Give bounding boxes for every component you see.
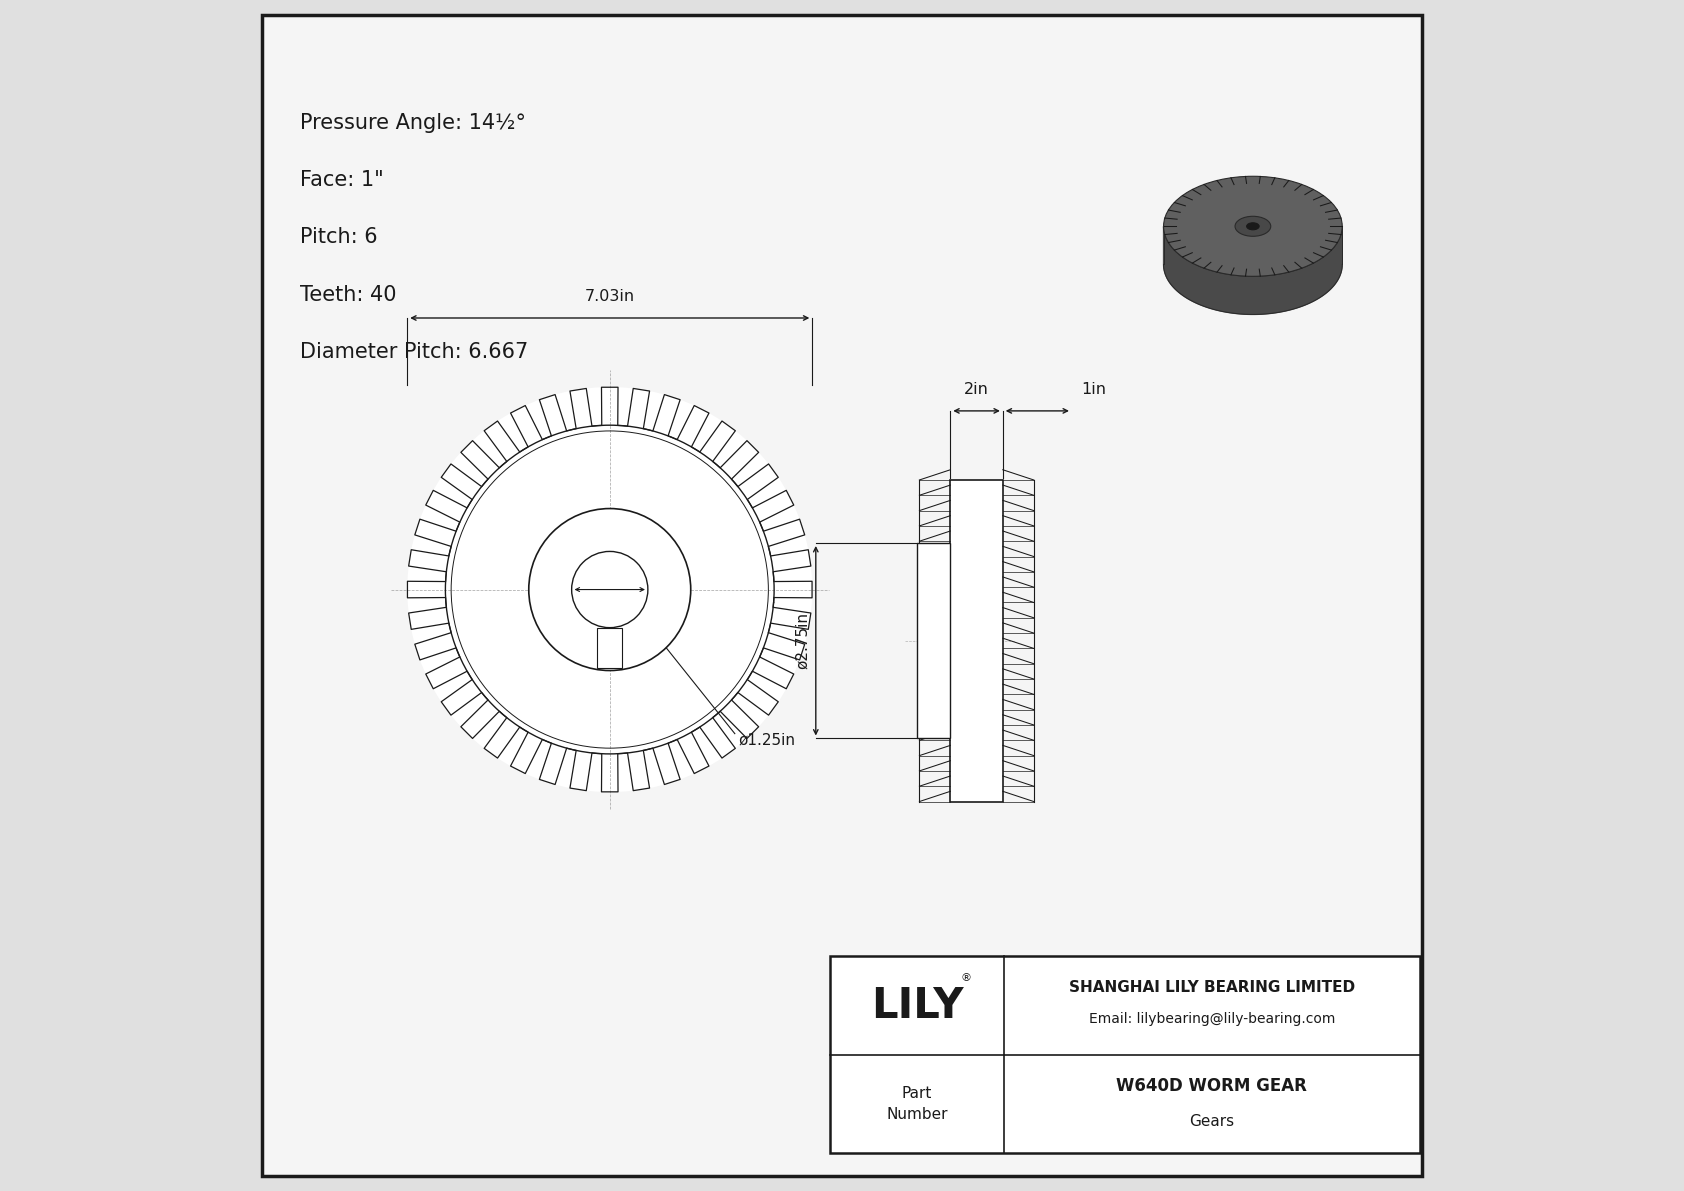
Text: 1in: 1in [1081,381,1106,397]
Text: Diameter Pitch: 6.667: Diameter Pitch: 6.667 [300,342,529,362]
Text: 7.03in: 7.03in [584,288,635,304]
Ellipse shape [1234,217,1271,236]
Text: Teeth: 40: Teeth: 40 [300,285,397,305]
Text: LILY: LILY [871,985,963,1027]
Text: Pitch: 6: Pitch: 6 [300,227,377,248]
Text: ø2.75in: ø2.75in [795,612,810,669]
Circle shape [571,551,648,628]
Bar [950,480,1002,802]
Ellipse shape [1164,176,1342,276]
Text: Pressure Angle: 14½°: Pressure Angle: 14½° [300,113,525,133]
Text: ®: ® [960,973,972,983]
Text: Face: 1": Face: 1" [300,170,384,191]
Bar [598,628,621,668]
Polygon shape [1164,226,1342,314]
Text: Gears: Gears [1189,1114,1234,1129]
Text: 2in: 2in [965,381,989,397]
Text: Email: lilybearing@lily-bearing.com: Email: lilybearing@lily-bearing.com [1088,1012,1335,1027]
Text: ø1.25in: ø1.25in [738,732,795,747]
Circle shape [529,509,690,671]
Text: Part
Number: Part Number [886,1086,948,1122]
Circle shape [408,387,812,792]
Bar [830,956,1420,1153]
Text: SHANGHAI LILY BEARING LIMITED: SHANGHAI LILY BEARING LIMITED [1069,980,1356,996]
Text: W640D WORM GEAR: W640D WORM GEAR [1116,1077,1307,1095]
Ellipse shape [1246,223,1260,230]
Bar [918,543,950,738]
